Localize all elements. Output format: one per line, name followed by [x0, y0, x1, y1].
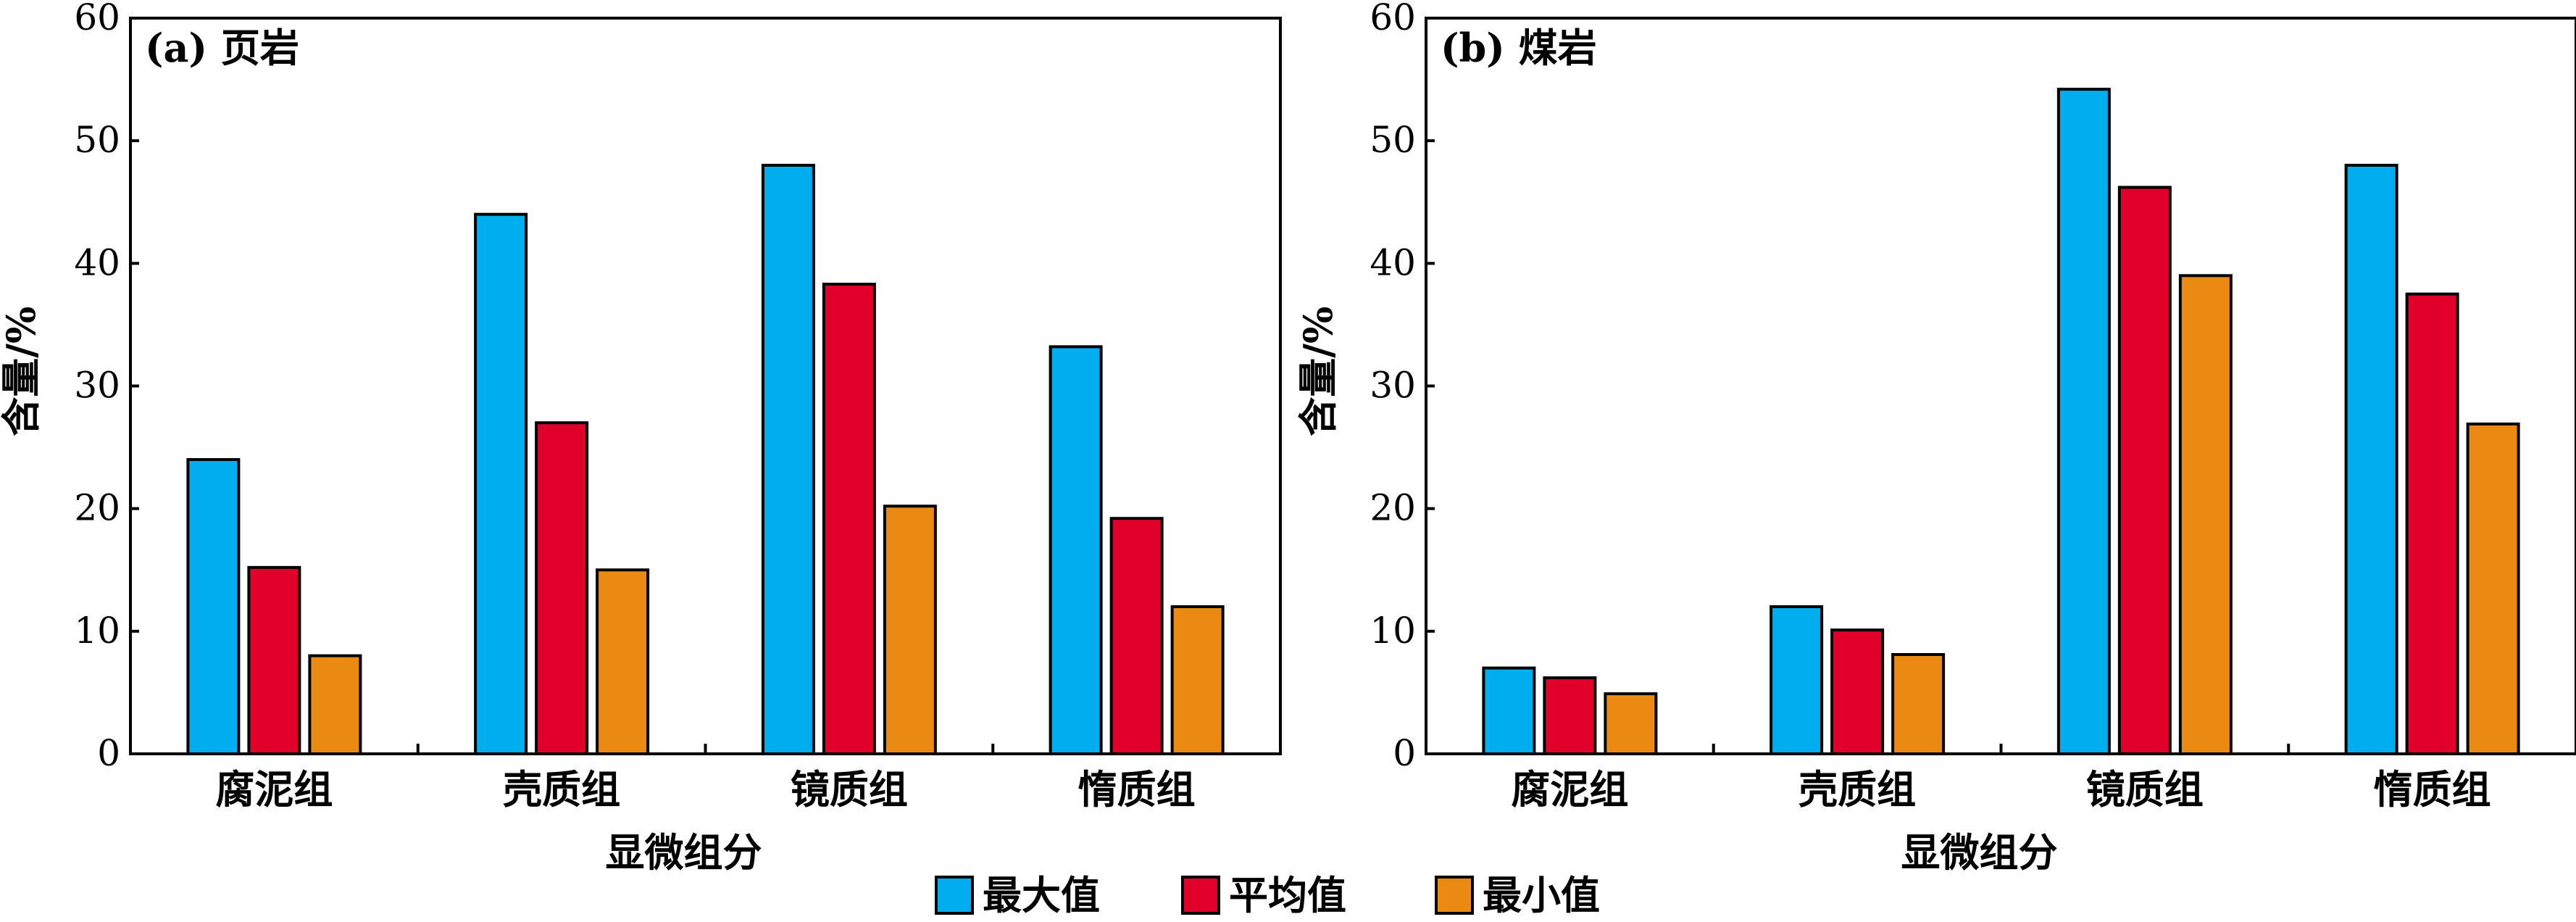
- y-tick-label: 60: [74, 0, 120, 38]
- y-tick-label: 10: [74, 610, 120, 652]
- bar-min-0: [308, 654, 362, 756]
- bar-min-2: [883, 504, 937, 755]
- bar-max-3: [1049, 345, 1103, 756]
- x-tick-label: 壳质组: [503, 766, 620, 813]
- y-tick-label: 40: [74, 241, 120, 283]
- bar-max-2: [2056, 88, 2111, 756]
- bar-min-3: [1170, 605, 1225, 755]
- y-tick-label: 50: [74, 119, 120, 161]
- bar-min-2: [2178, 274, 2233, 755]
- y-tick-label: 20: [1370, 487, 1416, 529]
- plot-frame: [129, 17, 1282, 755]
- x-tick-label: 惰质组: [2374, 766, 2491, 813]
- x-tick-label: 壳质组: [1798, 766, 1916, 813]
- y-tick-label: 10: [1370, 610, 1416, 652]
- panel-label: (a) 页岩: [145, 25, 299, 71]
- x-tick-label: 腐泥组: [1511, 766, 1628, 813]
- legend: 最大值 平均值 最小值: [935, 872, 1600, 918]
- bar-avg-2: [2117, 186, 2172, 755]
- bar-max-1: [1770, 605, 1824, 755]
- bar-max-0: [1482, 666, 1536, 755]
- bar-min-1: [596, 568, 650, 755]
- x-axis-title: 显微组分: [1901, 829, 2058, 876]
- legend-label-avg: 平均值: [1229, 872, 1346, 918]
- bar-min-0: [1604, 692, 1658, 756]
- legend-label-max: 最大值: [983, 872, 1100, 918]
- x-tick-label: 惰质组: [1078, 766, 1196, 813]
- y-tick-label: 0: [97, 732, 120, 774]
- bar-max-1: [474, 212, 528, 755]
- y-tick-label: 30: [1370, 365, 1416, 407]
- bar-avg-0: [1543, 676, 1597, 755]
- y-tick-label: 30: [74, 365, 120, 407]
- y-tick-label: 60: [1370, 0, 1416, 38]
- x-tick-label: 镜质组: [2086, 766, 2204, 813]
- x-tick-label: 腐泥组: [215, 766, 333, 813]
- bar-max-2: [761, 164, 815, 755]
- legend-swatch-avg: [1181, 876, 1220, 915]
- legend-swatch-max: [935, 876, 974, 915]
- bar-avg-3: [1109, 517, 1164, 755]
- bar-min-1: [1891, 652, 1946, 755]
- bar-avg-2: [822, 283, 876, 755]
- legend-swatch-min: [1435, 876, 1474, 915]
- bar-avg-1: [535, 421, 589, 755]
- y-axis-title: 含量/%: [0, 307, 44, 436]
- plot-frame: [1425, 17, 2576, 755]
- bar-max-0: [186, 458, 241, 755]
- y-tick-label: 40: [1370, 241, 1416, 283]
- bar-min-3: [2466, 422, 2520, 755]
- y-tick-label: 0: [1393, 732, 1416, 774]
- legend-label-min: 最小值: [1483, 872, 1600, 918]
- panel-label: (b) 煤岩: [1441, 25, 1597, 71]
- bar-avg-3: [2405, 292, 2459, 755]
- y-tick-label: 20: [74, 487, 120, 529]
- bar-avg-0: [247, 565, 301, 755]
- y-tick-label: 50: [1370, 119, 1416, 161]
- x-axis-title: 显微组分: [606, 829, 762, 876]
- x-tick-label: 镜质组: [791, 766, 908, 813]
- y-axis-title: 含量/%: [1295, 307, 1341, 436]
- bar-max-3: [2344, 164, 2398, 755]
- bar-avg-1: [1830, 628, 1885, 755]
